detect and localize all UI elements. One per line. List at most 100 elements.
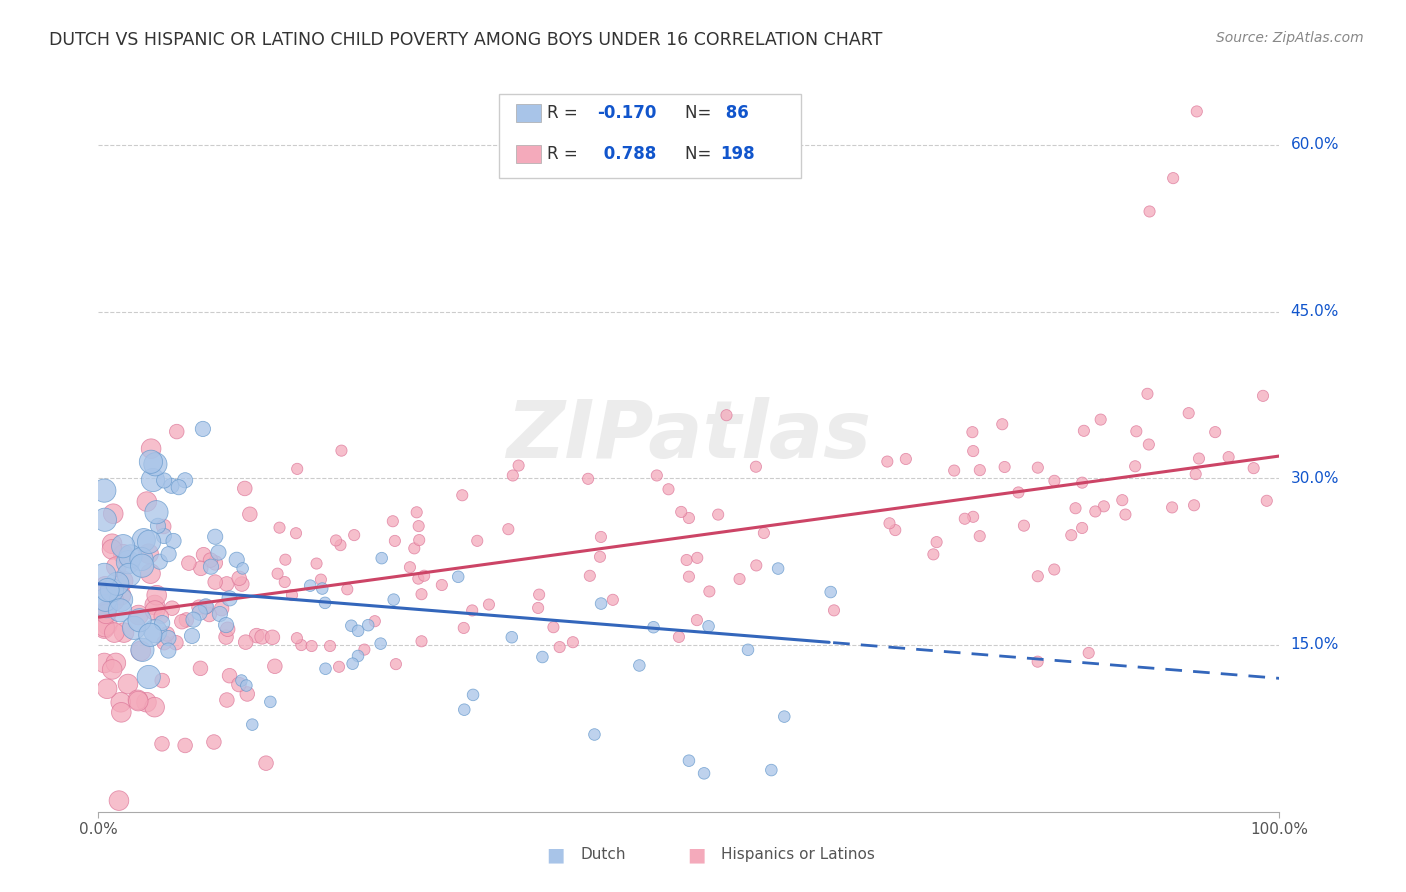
- Point: [678, 569, 700, 583]
- Point: [1071, 475, 1094, 490]
- Point: [404, 541, 426, 556]
- Point: [602, 592, 624, 607]
- Point: [138, 547, 160, 561]
- Point: [118, 568, 141, 582]
- Point: [1123, 459, 1146, 474]
- Point: [101, 583, 124, 598]
- Point: [202, 735, 225, 749]
- Point: [290, 638, 312, 652]
- Point: [139, 442, 162, 456]
- Point: [370, 551, 392, 566]
- Point: [1077, 646, 1099, 660]
- Point: [160, 479, 183, 493]
- Point: [143, 700, 166, 714]
- Point: [1073, 424, 1095, 438]
- Point: [561, 635, 583, 649]
- Point: [385, 657, 408, 672]
- Point: [215, 693, 238, 707]
- Point: [150, 615, 173, 630]
- Point: [285, 631, 308, 645]
- Point: [752, 526, 775, 541]
- Point: [129, 644, 152, 658]
- Point: [240, 717, 263, 731]
- Point: [678, 754, 700, 768]
- Point: [145, 505, 167, 519]
- Point: [170, 615, 193, 629]
- Point: [176, 613, 198, 627]
- Point: [465, 533, 488, 548]
- Point: [408, 519, 430, 533]
- Point: [110, 588, 132, 602]
- Point: [583, 727, 606, 741]
- Point: [150, 609, 173, 624]
- Point: [167, 480, 190, 494]
- Point: [211, 601, 233, 615]
- Point: [143, 598, 166, 612]
- Point: [1090, 412, 1112, 426]
- Point: [408, 572, 430, 586]
- Point: [146, 518, 169, 533]
- Point: [117, 555, 139, 569]
- Point: [218, 591, 240, 606]
- Point: [1251, 389, 1274, 403]
- Point: [969, 529, 991, 543]
- Point: [411, 587, 433, 601]
- Point: [263, 659, 285, 673]
- Point: [962, 425, 984, 439]
- Point: [143, 603, 166, 617]
- Point: [311, 582, 333, 596]
- Point: [820, 585, 842, 599]
- Point: [1137, 437, 1160, 451]
- Point: [329, 538, 352, 552]
- Point: [969, 463, 991, 477]
- Point: [1177, 406, 1199, 420]
- Point: [405, 505, 427, 519]
- Point: [381, 514, 404, 528]
- Point: [259, 695, 281, 709]
- Point: [408, 533, 430, 547]
- Point: [328, 660, 350, 674]
- Point: [162, 533, 184, 548]
- Point: [370, 637, 392, 651]
- Point: [962, 509, 984, 524]
- Point: [699, 584, 721, 599]
- Point: [353, 642, 375, 657]
- Point: [96, 605, 118, 619]
- Point: [943, 464, 966, 478]
- Point: [589, 530, 612, 544]
- Point: [1161, 500, 1184, 515]
- Text: 198: 198: [720, 145, 755, 163]
- Point: [309, 573, 332, 587]
- Text: 45.0%: 45.0%: [1291, 304, 1339, 319]
- Text: Source: ZipAtlas.com: Source: ZipAtlas.com: [1216, 31, 1364, 45]
- Point: [1114, 508, 1136, 522]
- Point: [152, 519, 174, 533]
- Point: [131, 558, 153, 573]
- Point: [1182, 498, 1205, 512]
- Point: [1243, 461, 1265, 475]
- Point: [453, 621, 475, 635]
- Point: [576, 472, 599, 486]
- Point: [364, 614, 387, 628]
- Point: [1161, 171, 1184, 186]
- Point: [128, 613, 150, 627]
- Point: [157, 631, 180, 645]
- Point: [413, 568, 436, 582]
- Point: [693, 766, 716, 780]
- Text: DUTCH VS HISPANIC OR LATINO CHILD POVERTY AMONG BOYS UNDER 16 CORRELATION CHART: DUTCH VS HISPANIC OR LATINO CHILD POVERT…: [49, 31, 883, 49]
- Point: [112, 625, 135, 640]
- Point: [1007, 485, 1029, 500]
- Point: [138, 534, 160, 549]
- Point: [411, 634, 433, 648]
- Point: [93, 567, 115, 582]
- Point: [112, 539, 135, 553]
- Point: [922, 547, 945, 561]
- Point: [501, 630, 523, 644]
- Point: [953, 512, 976, 526]
- Point: [1084, 504, 1107, 518]
- Point: [925, 535, 948, 549]
- Text: -0.170: -0.170: [598, 104, 657, 122]
- Point: [93, 620, 115, 634]
- Point: [697, 619, 720, 633]
- Point: [343, 528, 366, 542]
